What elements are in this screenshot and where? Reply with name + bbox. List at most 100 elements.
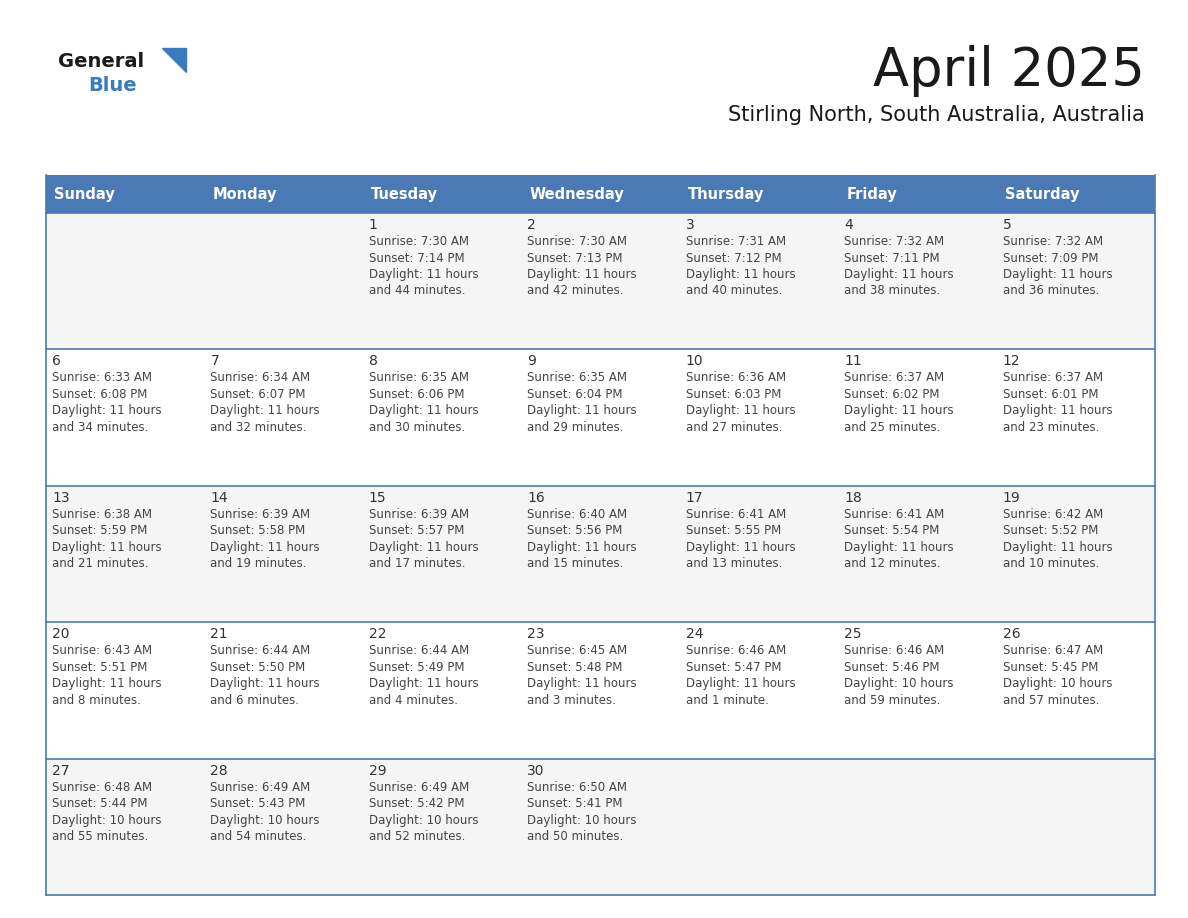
- Text: Sunset: 6:04 PM: Sunset: 6:04 PM: [527, 388, 623, 401]
- Text: 17: 17: [685, 491, 703, 505]
- Text: Sunset: 5:47 PM: Sunset: 5:47 PM: [685, 661, 782, 674]
- Text: 22: 22: [368, 627, 386, 641]
- Text: Sunset: 5:57 PM: Sunset: 5:57 PM: [368, 524, 465, 537]
- Text: Sunset: 6:03 PM: Sunset: 6:03 PM: [685, 388, 781, 401]
- Text: Sunrise: 6:45 AM: Sunrise: 6:45 AM: [527, 644, 627, 657]
- Text: Daylight: 11 hours: Daylight: 11 hours: [52, 677, 162, 690]
- Text: and 27 minutes.: and 27 minutes.: [685, 420, 782, 434]
- Text: and 17 minutes.: and 17 minutes.: [368, 557, 466, 570]
- Text: 14: 14: [210, 491, 228, 505]
- Text: General: General: [58, 52, 144, 71]
- Text: Daylight: 11 hours: Daylight: 11 hours: [527, 405, 637, 418]
- Text: Sunrise: 7:31 AM: Sunrise: 7:31 AM: [685, 235, 785, 248]
- Text: Sunrise: 6:46 AM: Sunrise: 6:46 AM: [685, 644, 786, 657]
- Text: Daylight: 11 hours: Daylight: 11 hours: [210, 405, 320, 418]
- Text: 4: 4: [845, 218, 853, 232]
- Text: Sunset: 7:14 PM: Sunset: 7:14 PM: [368, 252, 465, 264]
- Text: Saturday: Saturday: [1005, 186, 1079, 201]
- Text: Daylight: 11 hours: Daylight: 11 hours: [368, 268, 479, 281]
- Text: Friday: Friday: [846, 186, 897, 201]
- Text: Daylight: 10 hours: Daylight: 10 hours: [52, 813, 162, 826]
- Text: Sunset: 5:43 PM: Sunset: 5:43 PM: [210, 797, 305, 810]
- Text: 19: 19: [1003, 491, 1020, 505]
- Text: Sunset: 7:12 PM: Sunset: 7:12 PM: [685, 252, 782, 264]
- Text: Daylight: 11 hours: Daylight: 11 hours: [210, 677, 320, 690]
- Text: Daylight: 11 hours: Daylight: 11 hours: [527, 677, 637, 690]
- Text: Daylight: 11 hours: Daylight: 11 hours: [368, 677, 479, 690]
- Text: and 52 minutes.: and 52 minutes.: [368, 830, 466, 843]
- Text: Thursday: Thursday: [688, 186, 764, 201]
- Text: Sunrise: 7:32 AM: Sunrise: 7:32 AM: [1003, 235, 1102, 248]
- Text: 15: 15: [368, 491, 386, 505]
- Text: and 36 minutes.: and 36 minutes.: [1003, 285, 1099, 297]
- Text: Sunset: 5:59 PM: Sunset: 5:59 PM: [52, 524, 147, 537]
- Text: 12: 12: [1003, 354, 1020, 368]
- Polygon shape: [162, 48, 187, 72]
- Text: Sunset: 5:45 PM: Sunset: 5:45 PM: [1003, 661, 1098, 674]
- Text: Sunrise: 6:43 AM: Sunrise: 6:43 AM: [52, 644, 152, 657]
- Text: 16: 16: [527, 491, 545, 505]
- Text: Daylight: 10 hours: Daylight: 10 hours: [527, 813, 637, 826]
- Text: 7: 7: [210, 354, 219, 368]
- Text: 5: 5: [1003, 218, 1011, 232]
- Text: and 55 minutes.: and 55 minutes.: [52, 830, 148, 843]
- Text: Daylight: 11 hours: Daylight: 11 hours: [52, 405, 162, 418]
- Text: and 30 minutes.: and 30 minutes.: [368, 420, 466, 434]
- Text: Sunrise: 6:34 AM: Sunrise: 6:34 AM: [210, 372, 310, 385]
- Text: Sunset: 6:08 PM: Sunset: 6:08 PM: [52, 388, 147, 401]
- Text: Sunset: 5:50 PM: Sunset: 5:50 PM: [210, 661, 305, 674]
- Text: and 23 minutes.: and 23 minutes.: [1003, 420, 1099, 434]
- Text: 21: 21: [210, 627, 228, 641]
- Text: and 8 minutes.: and 8 minutes.: [52, 694, 141, 707]
- Text: Daylight: 11 hours: Daylight: 11 hours: [1003, 405, 1112, 418]
- Text: Sunset: 5:51 PM: Sunset: 5:51 PM: [52, 661, 147, 674]
- Text: and 42 minutes.: and 42 minutes.: [527, 285, 624, 297]
- Text: Sunset: 5:42 PM: Sunset: 5:42 PM: [368, 797, 465, 810]
- Text: and 13 minutes.: and 13 minutes.: [685, 557, 782, 570]
- Text: Daylight: 10 hours: Daylight: 10 hours: [368, 813, 479, 826]
- Text: Sunset: 5:55 PM: Sunset: 5:55 PM: [685, 524, 781, 537]
- Text: Sunrise: 6:39 AM: Sunrise: 6:39 AM: [210, 508, 310, 521]
- Text: Sunrise: 6:44 AM: Sunrise: 6:44 AM: [210, 644, 311, 657]
- Text: 28: 28: [210, 764, 228, 778]
- Text: and 3 minutes.: and 3 minutes.: [527, 694, 617, 707]
- Text: April 2025: April 2025: [873, 45, 1145, 97]
- Text: and 1 minute.: and 1 minute.: [685, 694, 769, 707]
- Text: 27: 27: [52, 764, 70, 778]
- Text: Sunset: 7:13 PM: Sunset: 7:13 PM: [527, 252, 623, 264]
- Text: Wednesday: Wednesday: [530, 186, 624, 201]
- Text: and 59 minutes.: and 59 minutes.: [845, 694, 941, 707]
- Text: and 29 minutes.: and 29 minutes.: [527, 420, 624, 434]
- Text: Daylight: 11 hours: Daylight: 11 hours: [368, 541, 479, 554]
- Text: Daylight: 10 hours: Daylight: 10 hours: [1003, 677, 1112, 690]
- Text: 23: 23: [527, 627, 545, 641]
- Text: Sunrise: 6:40 AM: Sunrise: 6:40 AM: [527, 508, 627, 521]
- Text: Sunset: 5:54 PM: Sunset: 5:54 PM: [845, 524, 940, 537]
- Text: 25: 25: [845, 627, 861, 641]
- Text: Daylight: 11 hours: Daylight: 11 hours: [527, 541, 637, 554]
- Text: and 32 minutes.: and 32 minutes.: [210, 420, 307, 434]
- Text: 8: 8: [368, 354, 378, 368]
- Text: Daylight: 11 hours: Daylight: 11 hours: [1003, 541, 1112, 554]
- Text: Daylight: 11 hours: Daylight: 11 hours: [368, 405, 479, 418]
- Text: Sunrise: 6:37 AM: Sunrise: 6:37 AM: [1003, 372, 1102, 385]
- Text: and 34 minutes.: and 34 minutes.: [52, 420, 148, 434]
- Text: Sunset: 7:11 PM: Sunset: 7:11 PM: [845, 252, 940, 264]
- Text: Sunrise: 6:36 AM: Sunrise: 6:36 AM: [685, 372, 785, 385]
- Text: Sunset: 5:46 PM: Sunset: 5:46 PM: [845, 661, 940, 674]
- Text: Sunrise: 6:48 AM: Sunrise: 6:48 AM: [52, 780, 152, 793]
- Text: Tuesday: Tuesday: [371, 186, 438, 201]
- Text: Sunset: 5:49 PM: Sunset: 5:49 PM: [368, 661, 465, 674]
- Text: Sunrise: 6:33 AM: Sunrise: 6:33 AM: [52, 372, 152, 385]
- Text: Stirling North, South Australia, Australia: Stirling North, South Australia, Austral…: [728, 105, 1145, 125]
- Text: Sunset: 6:06 PM: Sunset: 6:06 PM: [368, 388, 465, 401]
- Text: Daylight: 11 hours: Daylight: 11 hours: [1003, 268, 1112, 281]
- Text: 29: 29: [368, 764, 386, 778]
- Text: Daylight: 10 hours: Daylight: 10 hours: [210, 813, 320, 826]
- Text: 20: 20: [52, 627, 70, 641]
- Text: Sunday: Sunday: [53, 186, 115, 201]
- Text: Sunrise: 7:30 AM: Sunrise: 7:30 AM: [527, 235, 627, 248]
- Text: Sunset: 5:41 PM: Sunset: 5:41 PM: [527, 797, 623, 810]
- Text: Sunrise: 6:41 AM: Sunrise: 6:41 AM: [685, 508, 786, 521]
- Bar: [46, 213, 1155, 350]
